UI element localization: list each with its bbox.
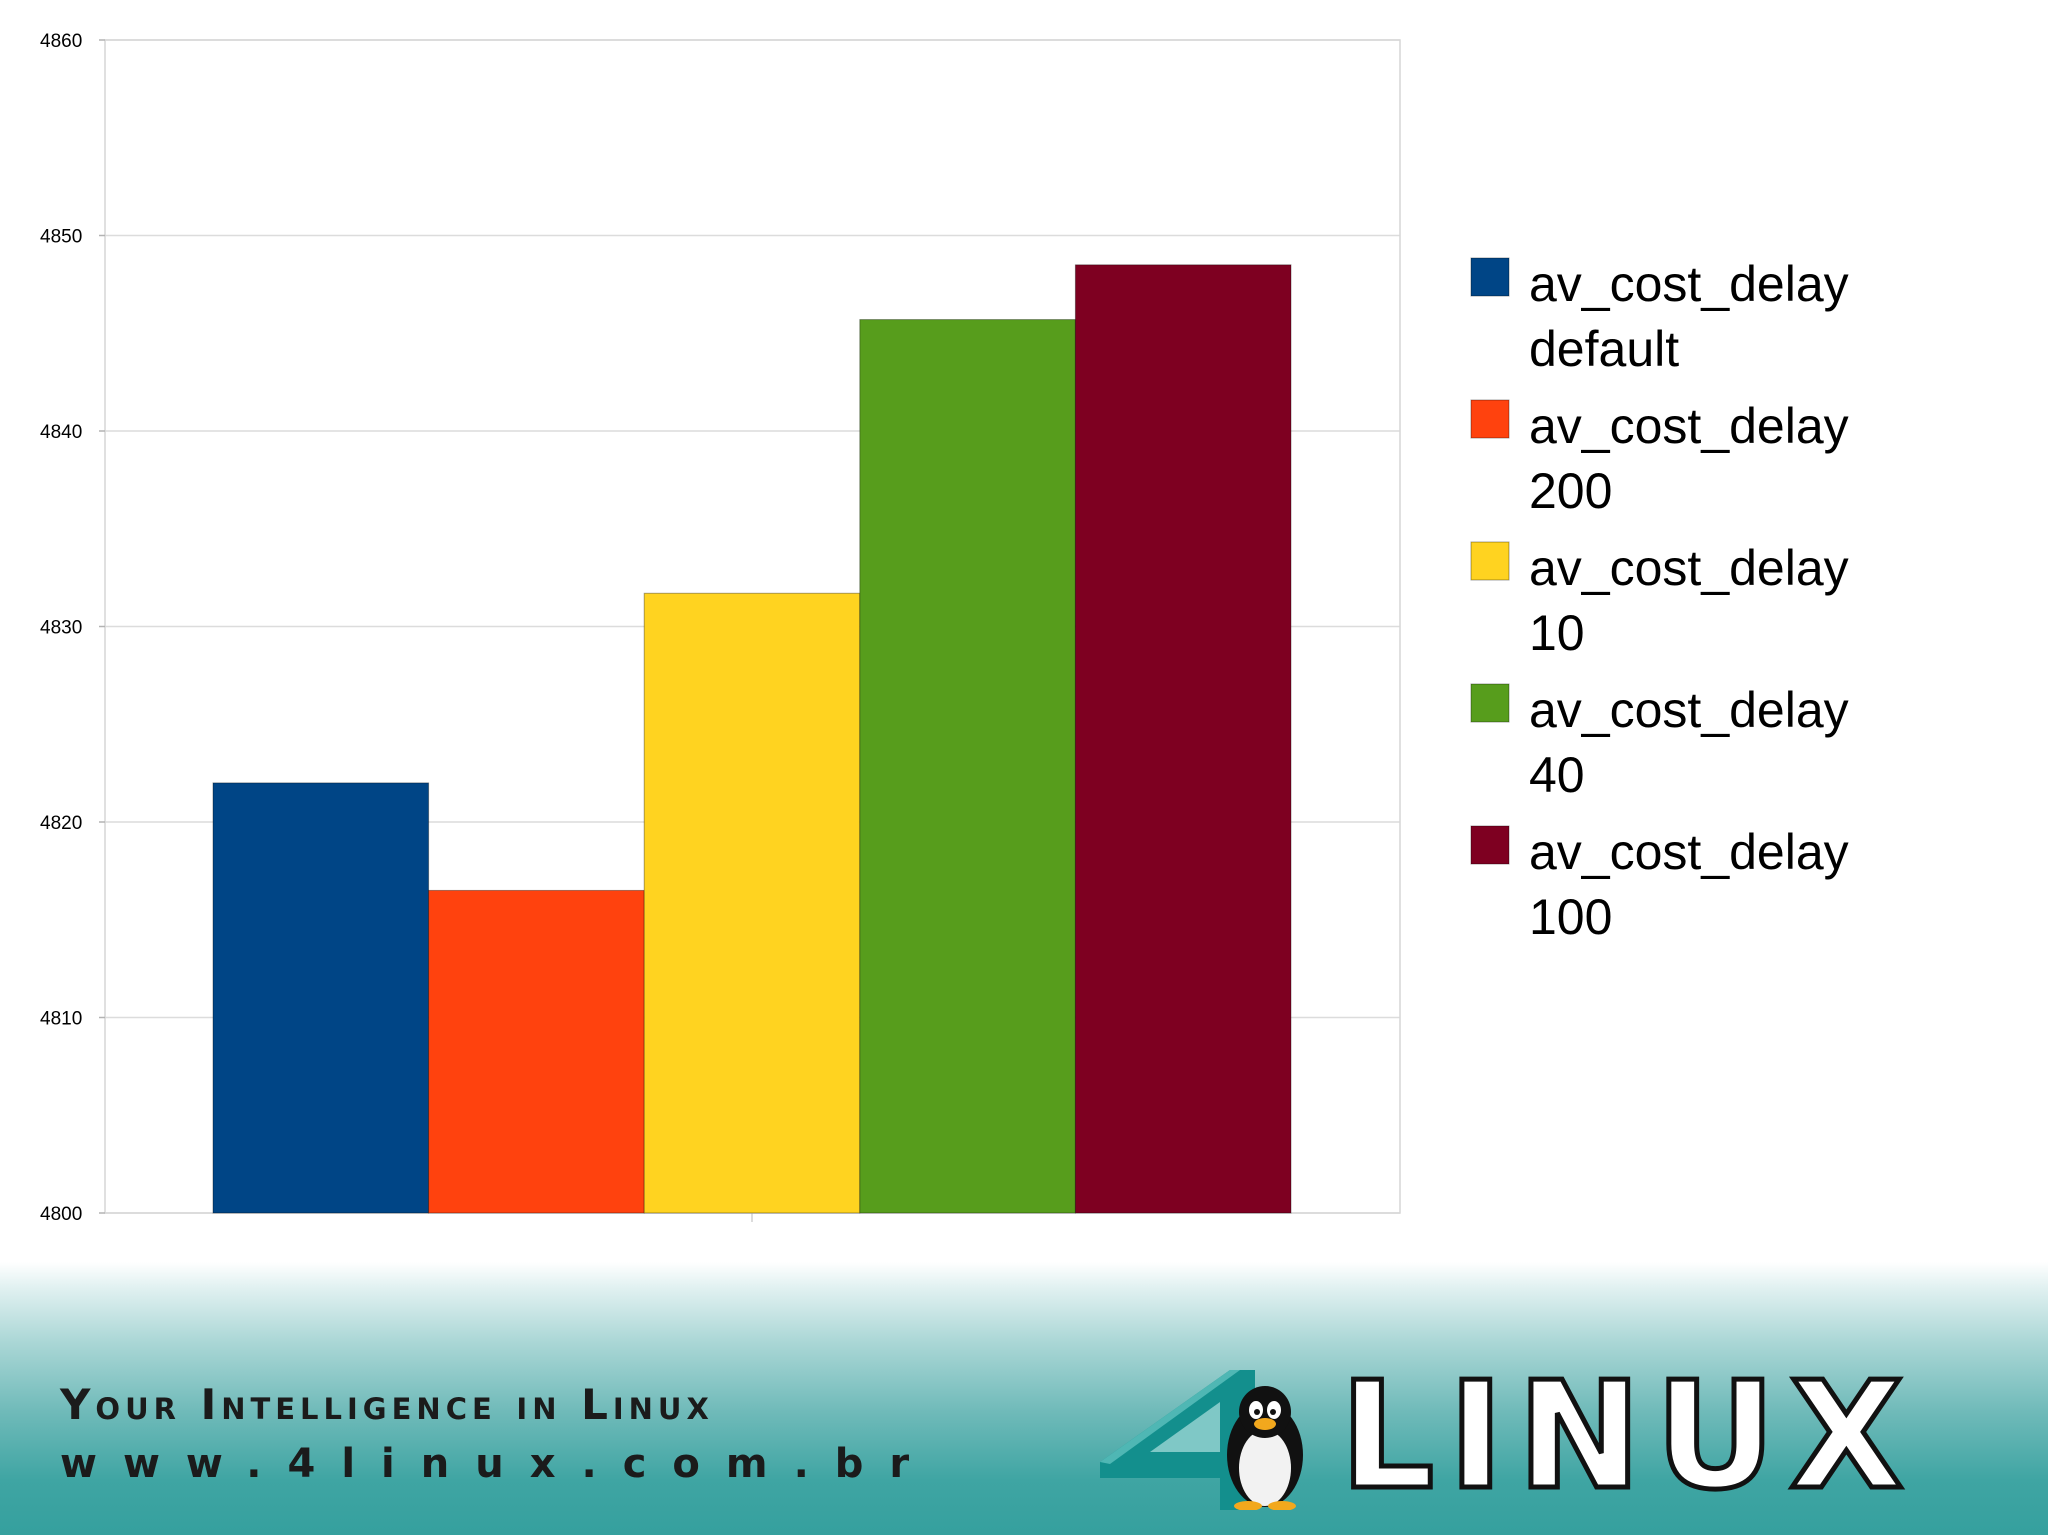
legend-label: av_cost_delay default [1529, 256, 1849, 377]
legend-swatch [1470, 399, 1510, 439]
legend-swatch [1470, 541, 1510, 581]
y-tick-label: 4840 [40, 422, 82, 443]
bar-2 [428, 889, 645, 1214]
legend-label: av_cost_delay 100 [1529, 824, 1849, 945]
y-tick-label: 4810 [40, 1009, 82, 1030]
penguin-4-icon [1100, 1370, 1303, 1510]
y-tick-label: 4800 [40, 1204, 82, 1225]
bars [212, 264, 1292, 1214]
y-tick-label: 4830 [40, 618, 82, 639]
y-axis-ticks: 4800 4810 4820 4830 4840 4850 4860 [40, 31, 753, 1225]
bar-4 [859, 319, 1076, 1214]
legend-label: av_cost_delay 200 [1529, 398, 1849, 519]
y-tick-label: 4860 [40, 31, 82, 52]
y-tick-label: 4850 [40, 227, 82, 248]
legend: av_cost_delay default av_cost_delay 200 av_c… [1470, 256, 1849, 945]
brand-logo: LINUX [1090, 1350, 2020, 1522]
bar-1 [212, 782, 430, 1214]
footer-banner [0, 1262, 2048, 1535]
legend-label: av_cost_delay 40 [1529, 682, 1849, 803]
legend-label: av_cost_delay 10 [1529, 540, 1849, 661]
legend-swatch [1470, 683, 1510, 723]
bar-5 [1074, 264, 1292, 1214]
website-url: www.4linux.com.br [60, 1441, 936, 1487]
y-tick-label: 4820 [40, 813, 82, 834]
bar-3 [643, 592, 861, 1214]
bar-chart: 4800 4810 4820 4830 4840 4850 4860 av_cost_del… [40, 31, 1849, 1225]
logo-wordmark: LINUX [1338, 1350, 1918, 1522]
tagline: Your Intelligence in Linux [60, 1380, 714, 1429]
legend-swatch [1470, 825, 1510, 865]
legend-swatch [1470, 257, 1510, 297]
